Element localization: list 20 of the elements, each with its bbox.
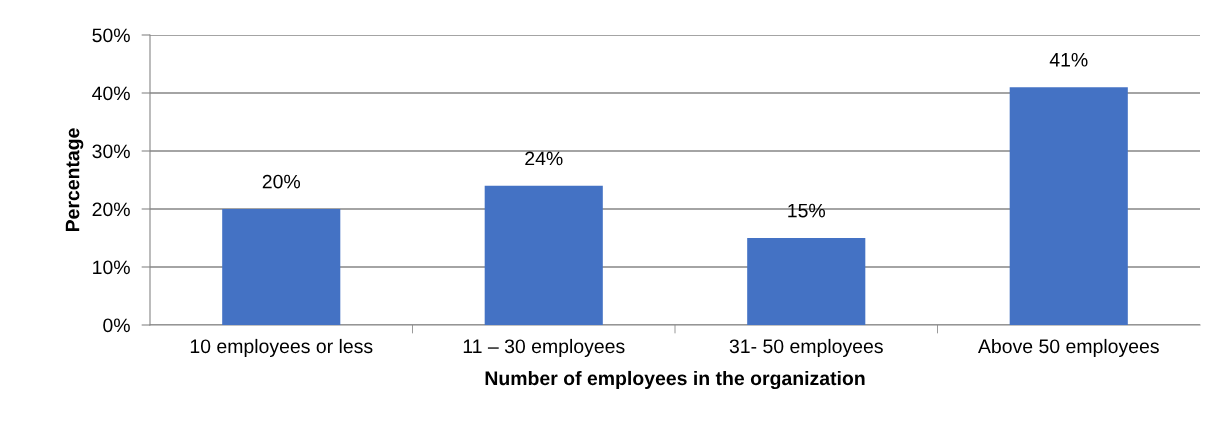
y-tick-label: 20% (92, 202, 130, 217)
data-label: 24% (525, 151, 563, 166)
bar (484, 185, 603, 325)
y-tick-label: 30% (92, 144, 130, 159)
bar (222, 209, 341, 325)
y-tick-label: 10% (93, 260, 130, 275)
x-axis-title: Number of employees in the organization (485, 370, 865, 390)
y-tick-label: 0% (103, 318, 130, 333)
x-tick-label: 31- 50 employees (729, 338, 883, 358)
data-label: 20% (262, 174, 301, 189)
y-tick-label: 40% (92, 86, 130, 101)
bar (747, 238, 866, 325)
x-tick-label: 11 – 30 employees (463, 338, 625, 358)
x-tick-label: Above 50 employees (978, 338, 1159, 358)
x-tick-label: 10 employees or less (190, 338, 373, 358)
data-label: 15% (788, 203, 826, 218)
data-label: 41% (1049, 53, 1088, 67)
bar (1009, 87, 1128, 325)
y-tick-label: 50% (92, 28, 130, 43)
y-axis-title: Percentage (65, 128, 84, 232)
